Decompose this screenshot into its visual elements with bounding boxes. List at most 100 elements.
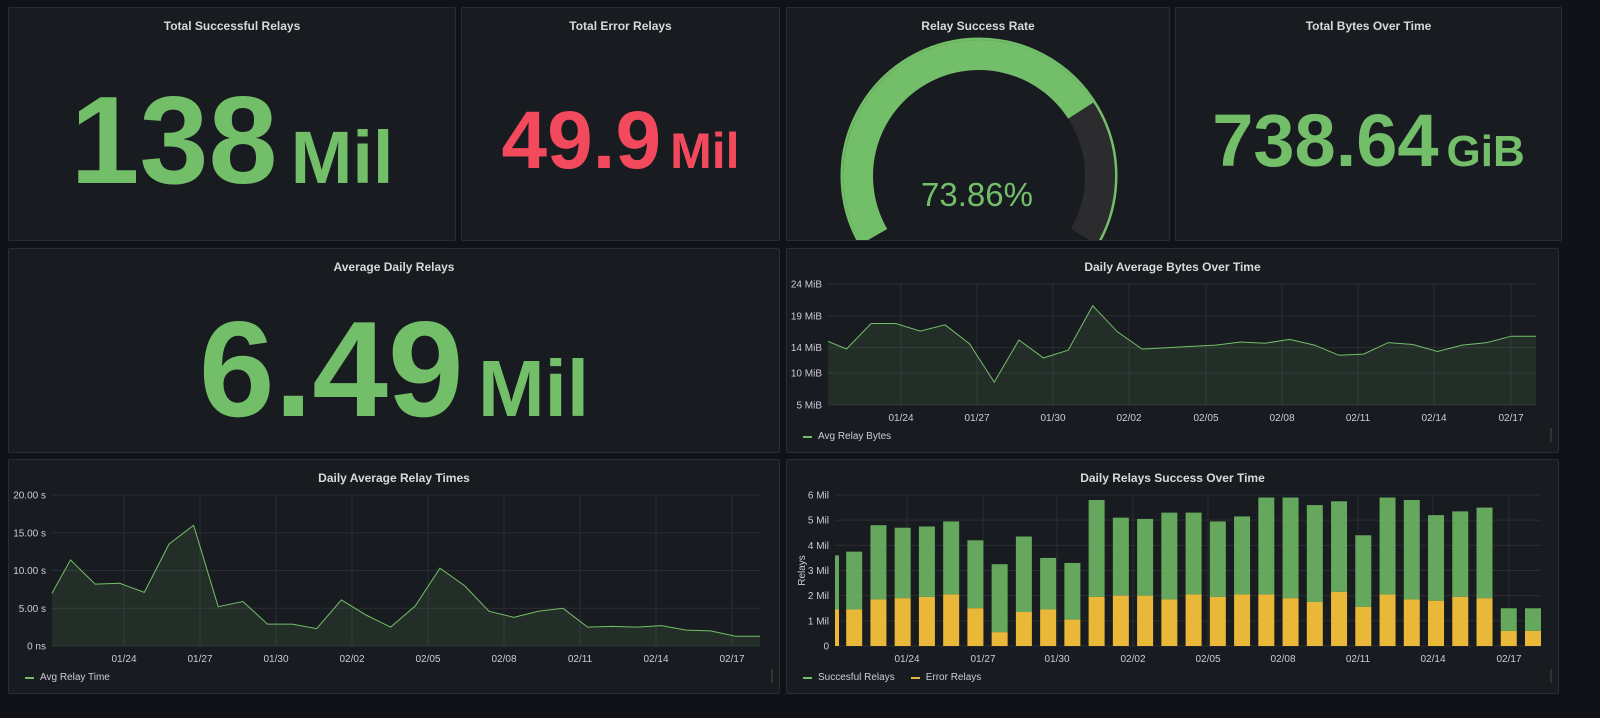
panel-total-successful-relays[interactable]: Total Successful Relays 138 Mil (8, 7, 456, 241)
stat-number: 138 (70, 72, 278, 210)
success-rate-gauge: 0 100 73.86% (840, 37, 1118, 240)
bar-successful-relays (1161, 512, 1178, 600)
panel-title[interactable]: Total Successful Relays (163, 19, 301, 33)
y-axis-tick-label: 3 Mil (808, 566, 829, 577)
x-axis-tick-label: 01/27 (964, 413, 989, 424)
panel-daily-average-bytes[interactable]: Daily Average Bytes Over Time 5 MiB 10 Mi… (786, 248, 1559, 453)
panel-title[interactable]: Total Bytes Over Time (1305, 19, 1432, 33)
bar-successful-relays (1040, 557, 1057, 610)
chart-legend: Avg Relay Bytes (803, 431, 891, 442)
bar-error-relays (1428, 600, 1445, 646)
bar-error-relays (1379, 594, 1396, 646)
x-axis-tick-label: 01/24 (888, 413, 913, 424)
legend-label: Avg Relay Time (40, 672, 110, 683)
x-axis-tick-label: 01/30 (1044, 654, 1069, 665)
panel-title[interactable]: Relay Success Rate (921, 19, 1035, 33)
stat-unit: Mil (670, 123, 740, 179)
x-axis-tick-label: 02/14 (1421, 413, 1446, 424)
y-axis-tick-label: 2 Mil (808, 591, 829, 602)
bar-successful-relays (1112, 517, 1129, 596)
x-axis-tick-label: 02/17 (1496, 654, 1521, 665)
x-axis-tick-label: 02/11 (1346, 654, 1371, 665)
legend-item-avg-relay-time[interactable]: Avg Relay Time (25, 672, 110, 683)
legend-label: Succesful Relays (818, 672, 895, 683)
bar-successful-relays (1234, 516, 1251, 595)
bar-error-relays (1476, 598, 1493, 646)
x-axis-tick-label: 02/17 (1498, 413, 1523, 424)
bar-successful-relays (1525, 608, 1541, 631)
legend-scrollbar[interactable] (1550, 428, 1552, 442)
y-axis-label: Relays (797, 555, 808, 586)
y-axis-tick-label: 10 MiB (791, 369, 822, 380)
panel-title[interactable]: Daily Average Bytes Over Time (1084, 260, 1261, 274)
y-axis-tick-label: 24 MiB (791, 280, 822, 291)
bar-error-relays (1500, 630, 1517, 646)
panel-total-bytes-over-time[interactable]: Total Bytes Over Time 738.64 GiB (1175, 7, 1562, 241)
legend-item-error-relays[interactable]: Error Relays (910, 672, 981, 683)
y-axis-tick-label: 14 MiB (791, 343, 822, 354)
bar-error-relays (1234, 594, 1251, 646)
bar-successful-relays (1403, 500, 1420, 600)
bar-successful-relays (1476, 507, 1493, 599)
y-axis-tick-label: 10.00 s (13, 566, 46, 577)
bar-successful-relays (1137, 518, 1154, 596)
panel-total-error-relays[interactable]: Total Error Relays 49.9 Mil (461, 7, 780, 241)
bar-successful-relays (870, 525, 887, 600)
bar-successful-relays (1088, 500, 1105, 597)
bar-successful-relays (967, 540, 984, 609)
y-axis-tick-label: 1 Mil (808, 616, 829, 627)
gauge-value-arc (843, 40, 1094, 240)
y-axis-tick-label: 5 Mil (808, 516, 829, 527)
y-axis-tick-label: 15.00 s (13, 528, 46, 539)
x-axis-tick-label: 02/17 (719, 654, 744, 665)
gauge-value-text: 73.86% (921, 176, 1033, 213)
bar-successful-relays (1185, 512, 1202, 595)
panel-title[interactable]: Daily Relays Success Over Time (1080, 471, 1265, 485)
bar-successful-relays (943, 521, 960, 595)
y-axis-tick-label: 4 Mil (808, 541, 829, 552)
bar-error-relays (1137, 595, 1154, 646)
bar-error-relays (894, 598, 911, 646)
panel-title[interactable]: Average Daily Relays (333, 260, 455, 274)
legend-label: Avg Relay Bytes (818, 431, 892, 442)
bar-error-relays (1185, 594, 1202, 646)
bar-error-relays (1282, 598, 1299, 646)
y-axis-tick-label: 0 ns (27, 642, 46, 653)
bar-successful-relays (1064, 562, 1081, 620)
bar-error-relays (1064, 619, 1081, 646)
panel-daily-average-relay-times[interactable]: Daily Average Relay Times 0 ns 5.00 s 10.0… (8, 459, 780, 694)
panel-title[interactable]: Daily Average Relay Times (318, 471, 470, 485)
bar-successful-relays (1331, 501, 1348, 592)
legend-item-avg-relay-bytes[interactable]: Avg Relay Bytes (803, 431, 891, 442)
x-axis-tick-label: 02/11 (1346, 413, 1371, 424)
panel-relay-success-rate[interactable]: Relay Success Rate 0 100 73.86% (786, 7, 1170, 241)
bar-error-relays (1112, 595, 1129, 646)
bar-error-relays (1331, 591, 1348, 646)
bar-successful-relays (1452, 511, 1469, 597)
stat-number: 6.49 (198, 293, 464, 445)
relay-times-chart: 0 ns 5.00 s 10.00 s 15.00 s 20.00 s 01/24 01/2… (13, 491, 760, 665)
stat-value: 6.49 Mil (9, 291, 779, 447)
stat-number: 49.9 (501, 95, 662, 186)
bytes-chart: 5 MiB 10 MiB 14 MiB 19 MiB 24 MiB 01/24 01/27 0… (791, 280, 1536, 424)
legend-scrollbar[interactable] (771, 669, 773, 683)
legend-swatch (803, 435, 812, 438)
x-axis-tick-label: 02/05 (415, 654, 440, 665)
legend-item-successful-relays[interactable]: Succesful Relays (803, 672, 895, 683)
x-axis-tick-label: 02/14 (643, 654, 668, 665)
panel-average-daily-relays[interactable]: Average Daily Relays 6.49 Mil (8, 248, 780, 453)
panel-daily-relays-success[interactable]: Daily Relays Success Over Time 0 1 Mil 2 M… (786, 459, 1559, 694)
gauge-threshold-arc (840, 37, 1118, 240)
x-axis-tick-label: 02/08 (1269, 413, 1294, 424)
x-axis-tick-label: 01/30 (1040, 413, 1065, 424)
y-axis-tick-label: 6 Mil (808, 491, 829, 502)
legend-scrollbar[interactable] (1550, 669, 1552, 683)
series-line (827, 304, 1536, 384)
stat-unit: Mil (290, 116, 394, 199)
bar-error-relays (918, 596, 935, 646)
bar-error-relays (870, 599, 887, 646)
x-axis-tick-label: 01/27 (187, 654, 212, 665)
series-area-fill (52, 525, 760, 646)
panel-title[interactable]: Total Error Relays (569, 19, 672, 33)
x-axis-tick-label: 02/08 (1270, 654, 1295, 665)
